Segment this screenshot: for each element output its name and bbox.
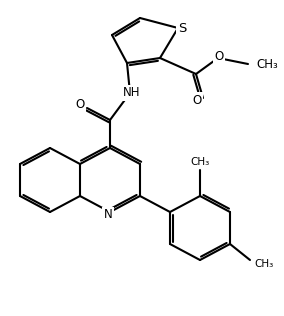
Text: O: O — [214, 50, 224, 63]
Text: CH₃: CH₃ — [190, 157, 210, 167]
Text: NH: NH — [123, 87, 141, 100]
Text: CH₃: CH₃ — [254, 259, 273, 269]
Text: CH₃: CH₃ — [256, 58, 278, 70]
Text: S: S — [178, 21, 186, 34]
Text: O: O — [75, 99, 85, 112]
Text: N: N — [104, 209, 112, 222]
Text: O: O — [192, 94, 202, 106]
